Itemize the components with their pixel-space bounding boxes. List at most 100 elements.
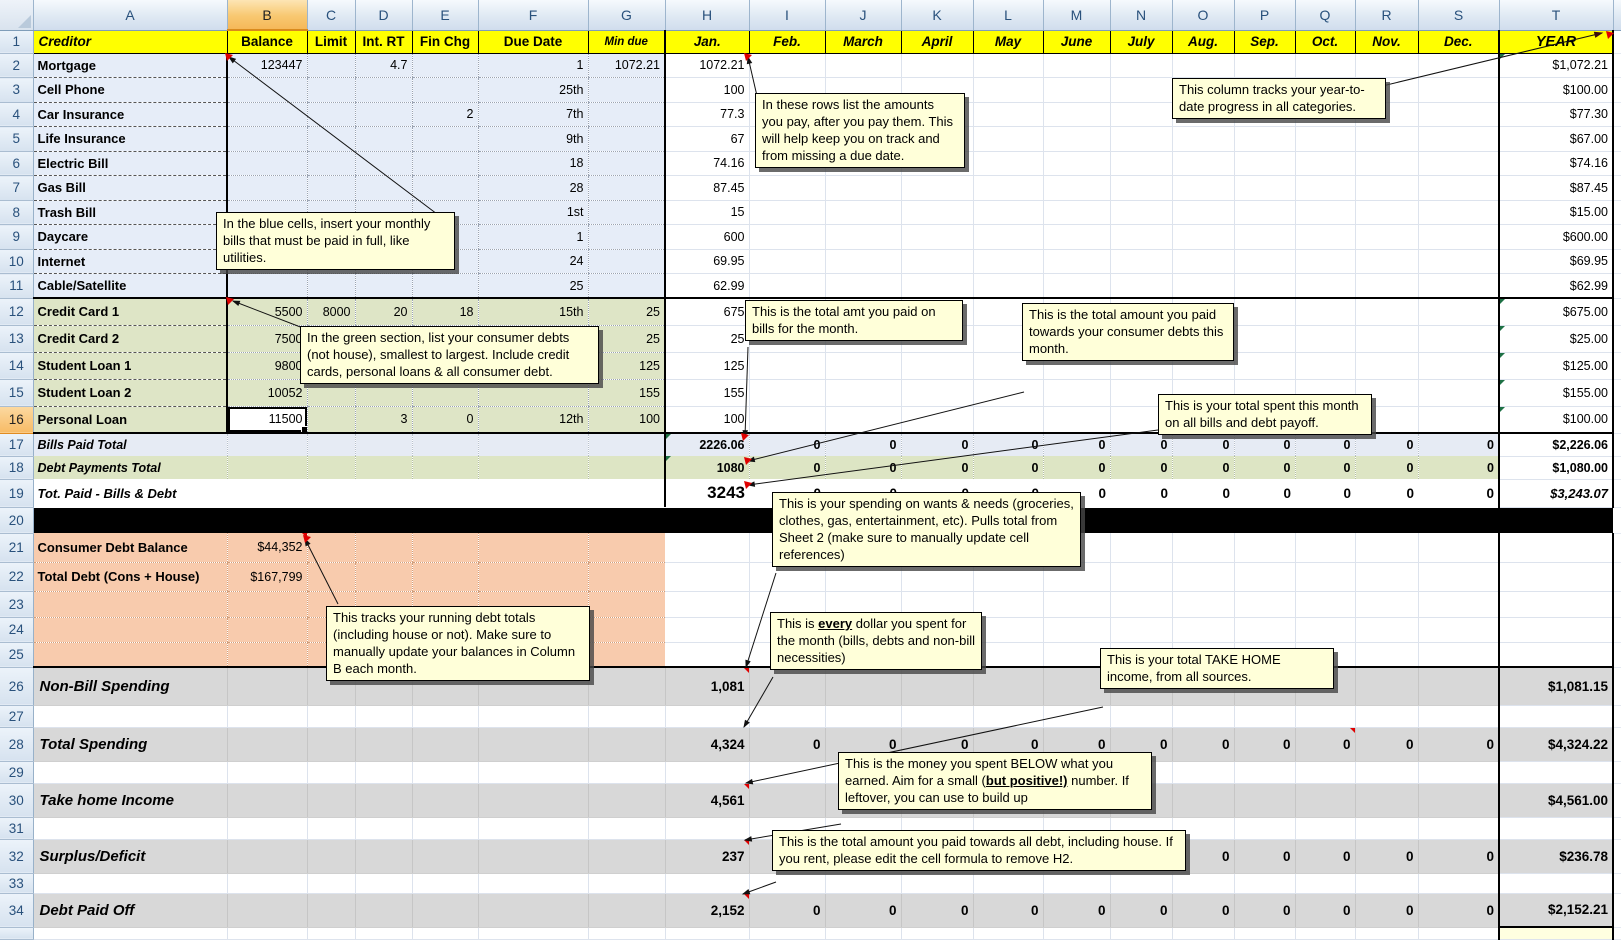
cell-overflow[interactable] (1613, 298, 1621, 326)
cell-J26[interactable] (825, 666, 902, 706)
cell-F34[interactable] (478, 893, 589, 928)
cell-K1[interactable]: April (900, 29, 974, 54)
row-header-7[interactable]: 7 (0, 175, 34, 201)
cell-overflow[interactable] (1613, 352, 1621, 380)
cell-T10[interactable]: $69.95 (1498, 249, 1614, 274)
cell-G9[interactable] (587, 224, 665, 250)
cell-N23[interactable] (1110, 591, 1173, 618)
cell-I30[interactable] (749, 783, 826, 818)
cell-C1[interactable]: Limit (306, 29, 356, 54)
cell-P8[interactable] (1234, 200, 1296, 225)
cell-K8[interactable] (901, 200, 974, 225)
cell-I7[interactable] (749, 175, 826, 201)
cell-F35[interactable] (478, 927, 589, 940)
cell-overflow[interactable] (1613, 705, 1621, 728)
cell-D27[interactable] (355, 705, 413, 728)
cell-J7[interactable] (825, 175, 902, 201)
cell-T27[interactable] (1498, 705, 1614, 728)
cell-I29[interactable] (749, 761, 826, 784)
cell-H12[interactable]: 675 (664, 298, 750, 326)
cell-S29[interactable] (1418, 761, 1500, 784)
row-header-27[interactable]: 27 (0, 705, 34, 728)
cell-C18[interactable] (307, 456, 356, 479)
cell-O30[interactable] (1172, 783, 1235, 818)
cell-M23[interactable] (1043, 591, 1111, 618)
column-header-E[interactable]: E (412, 0, 479, 31)
cell-A13[interactable]: Credit Card 2 (33, 325, 227, 353)
cell-R29[interactable] (1355, 761, 1419, 784)
cell-H24[interactable] (665, 617, 750, 643)
cell-H23[interactable] (665, 591, 750, 618)
cell-P10[interactable] (1234, 249, 1296, 274)
cell-S19[interactable]: 0 (1486, 485, 1494, 501)
cell-T23[interactable] (1498, 591, 1614, 618)
cell-S14[interactable] (1418, 352, 1500, 380)
cell-O33[interactable] (1172, 873, 1235, 894)
cell-J10[interactable] (825, 249, 902, 274)
cell-C19[interactable] (307, 479, 355, 507)
cell-D3[interactable] (354, 77, 412, 103)
cell-D2[interactable]: 4.7 (354, 53, 412, 78)
column-header-C[interactable]: C (307, 0, 356, 31)
cell-O27[interactable] (1172, 705, 1235, 728)
cell-P31[interactable] (1234, 817, 1296, 840)
cell-T25[interactable] (1498, 642, 1614, 668)
cell-overflow[interactable] (1613, 591, 1621, 618)
row-header-13[interactable]: 13 (0, 325, 34, 353)
cell-F33[interactable] (478, 873, 589, 894)
cell-P19[interactable]: 0 (1283, 485, 1291, 501)
cell-H8[interactable]: 15 (664, 200, 750, 225)
cell-N3[interactable] (1110, 77, 1173, 103)
cell-M25[interactable] (1043, 642, 1111, 668)
cell-I10[interactable] (749, 249, 826, 274)
cell-R14[interactable] (1355, 352, 1419, 380)
cell-A4[interactable]: Car Insurance (33, 102, 227, 127)
column-header-P[interactable]: P (1234, 0, 1296, 31)
cell-N17[interactable]: 0 (1110, 433, 1173, 456)
cell-overflow[interactable] (1613, 151, 1621, 176)
cell-B24[interactable] (226, 617, 307, 643)
column-header-A[interactable]: A (33, 0, 228, 31)
cell-C21[interactable] (306, 533, 355, 563)
cell-D5[interactable] (354, 126, 412, 152)
cell-O7[interactable] (1172, 175, 1235, 201)
cell-P30[interactable] (1234, 783, 1296, 818)
cell-E35[interactable] (412, 927, 479, 940)
cell-P2[interactable] (1234, 53, 1296, 78)
cell-S1[interactable]: Dec. (1417, 29, 1500, 54)
cell-S27[interactable] (1418, 705, 1500, 728)
cell-N8[interactable] (1110, 200, 1173, 225)
cell-G24[interactable] (587, 617, 665, 643)
cell-F30[interactable] (478, 783, 589, 818)
cell-C7[interactable] (306, 175, 355, 201)
cell-overflow[interactable] (1613, 379, 1621, 407)
cell-Q28[interactable]: 0 (1295, 727, 1356, 762)
select-all-corner[interactable] (0, 0, 34, 31)
cell-K15[interactable] (901, 379, 974, 407)
cell-R7[interactable] (1355, 175, 1419, 201)
column-header-S[interactable]: S (1418, 0, 1500, 31)
cell-overflow[interactable] (1613, 927, 1621, 940)
cell-P33[interactable] (1234, 873, 1296, 894)
cell-D21[interactable] (354, 533, 412, 563)
row-header-6[interactable]: 6 (0, 151, 34, 176)
cell-E7[interactable] (411, 175, 478, 201)
cell-B28[interactable] (227, 727, 308, 762)
cell-overflow[interactable] (1613, 53, 1621, 78)
cell-O11[interactable] (1172, 273, 1235, 299)
cell-F17[interactable] (478, 433, 589, 456)
cell-S26[interactable] (1418, 666, 1500, 706)
cell-I15[interactable] (749, 379, 826, 407)
cell-D22[interactable] (354, 562, 412, 592)
cell-T18[interactable]: $1,080.00 (1498, 456, 1614, 480)
cell-K11[interactable] (901, 273, 974, 299)
cell-T31[interactable] (1498, 817, 1614, 840)
cell-L24[interactable] (973, 617, 1044, 643)
cell-E6[interactable] (411, 151, 478, 176)
row-header-21[interactable]: 21 (0, 533, 34, 563)
cell-N35[interactable] (1110, 927, 1173, 940)
cell-overflow[interactable] (1613, 783, 1621, 818)
column-header-M[interactable]: M (1043, 0, 1111, 31)
cell-N5[interactable] (1110, 126, 1173, 152)
cell-F31[interactable] (478, 817, 589, 840)
